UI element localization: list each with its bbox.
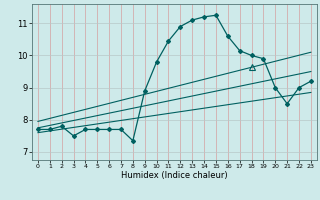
X-axis label: Humidex (Indice chaleur): Humidex (Indice chaleur) <box>121 171 228 180</box>
